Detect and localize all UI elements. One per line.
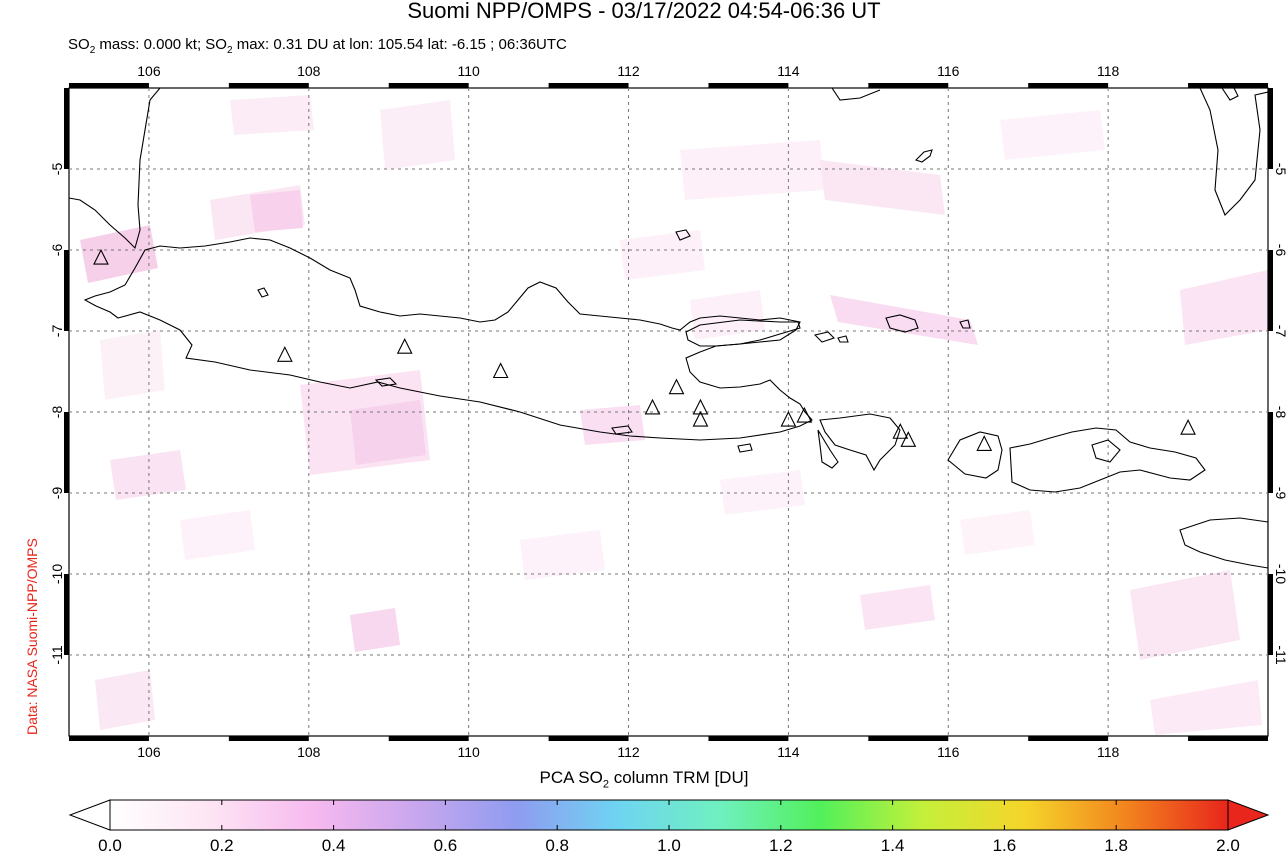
colorbar-tick-label: 0.8 <box>545 836 570 855</box>
coastlines <box>69 88 1268 569</box>
frame-band <box>868 83 949 88</box>
lon-label-top: 118 <box>1097 63 1120 79</box>
frame-band <box>1028 83 1109 88</box>
volcano-marker <box>780 410 797 427</box>
lon-label-bottom: 110 <box>458 744 481 760</box>
lat-label-right: -10 <box>1273 564 1288 584</box>
map-subtitle: SO2 mass: 0.000 kt; SO2 max: 0.31 DU at … <box>68 36 567 56</box>
frame-band <box>69 83 149 88</box>
lon-label-bottom: 108 <box>297 744 321 760</box>
volcano-marker <box>976 435 993 451</box>
coast-borneo <box>831 88 881 101</box>
frame-band <box>228 83 309 88</box>
colorbar-tick-label: 0.6 <box>433 836 458 855</box>
volcano-marker <box>396 337 413 354</box>
frame-band <box>228 736 309 741</box>
colorbar-over-arrow <box>1227 799 1270 831</box>
volcano-marker <box>492 362 509 379</box>
coast-lombok <box>947 431 1003 479</box>
coast-bali <box>819 413 901 472</box>
frame-band <box>64 412 69 493</box>
colorbar-tick-label: 1.0 <box>657 836 681 855</box>
coast-sumbawa <box>1009 427 1206 493</box>
colorbar-tick-label: 1.8 <box>1104 836 1129 855</box>
lat-label-left: -7 <box>49 325 65 338</box>
frame-band <box>1268 412 1273 493</box>
lon-label-top: 116 <box>937 63 960 79</box>
lat-label-left: -11 <box>49 645 65 664</box>
volcano-marker <box>276 346 293 362</box>
frame-band <box>1188 736 1268 741</box>
lat-label-left: -9 <box>49 487 65 500</box>
colorbar-tick-label: 1.6 <box>992 836 1017 855</box>
frame-band <box>1268 250 1273 331</box>
lat-label-right: -5 <box>1273 163 1288 176</box>
lat-label-right: -9 <box>1273 487 1288 500</box>
lon-label-bottom: 112 <box>617 744 640 760</box>
graticule <box>64 83 1273 741</box>
frame-band <box>388 736 469 741</box>
coast-sumba <box>1179 517 1268 569</box>
lon-label-bottom: 114 <box>777 744 800 760</box>
volcano-marker <box>900 431 917 447</box>
colorbar-title: PCA SO2 column TRM [DU] <box>539 768 749 791</box>
frame-band <box>708 736 789 741</box>
volcano-marker <box>668 378 685 395</box>
colorbar-under-arrow <box>68 799 111 831</box>
frame-band <box>868 736 949 741</box>
colorbar-tick-label: 0.0 <box>98 836 122 855</box>
coast-sumatra <box>69 88 161 250</box>
map-frame <box>68 87 1269 737</box>
lon-label-top: 112 <box>617 63 640 79</box>
frame-band <box>548 83 629 88</box>
volcano-marker <box>93 248 109 265</box>
lon-label-bottom: 106 <box>137 744 161 760</box>
lon-label-top: 106 <box>137 63 161 79</box>
frame-band <box>1268 574 1273 655</box>
lat-label-left: -5 <box>49 163 65 176</box>
lat-label-right: -8 <box>1273 406 1288 419</box>
lat-label-left: -6 <box>49 244 65 257</box>
colorbar-tick-label: 2.0 <box>1216 836 1240 855</box>
frame-band <box>388 83 469 88</box>
colorbar-tick-label: 0.4 <box>321 836 346 855</box>
volcano-marker <box>892 423 909 439</box>
lon-label-bottom: 118 <box>1097 744 1120 760</box>
volcano-markers <box>93 248 1196 451</box>
coast-java <box>83 237 813 441</box>
lat-label-right: -6 <box>1273 244 1288 257</box>
lon-label-top: 114 <box>777 63 800 79</box>
coast-madura <box>685 319 801 347</box>
so2-pixel-layer <box>80 95 1268 735</box>
volcano-marker <box>692 410 709 427</box>
frame-band <box>64 88 69 169</box>
frame-band <box>1188 83 1268 88</box>
frame-band <box>1028 736 1109 741</box>
lat-label-right: -11 <box>1273 645 1288 664</box>
frame-band <box>64 574 69 655</box>
lat-label-left: -10 <box>49 564 65 584</box>
volcano-marker <box>644 398 661 415</box>
frame-band <box>64 250 69 331</box>
volcano-marker <box>1180 418 1196 435</box>
colorbar <box>68 799 1270 831</box>
frame-band <box>548 736 629 741</box>
colorbar-tick-label: 1.4 <box>880 836 905 855</box>
volcano-marker <box>692 398 709 415</box>
frame-band <box>1268 88 1273 169</box>
lat-label-right: -7 <box>1273 325 1288 338</box>
lat-label-left: -8 <box>49 406 65 419</box>
axis-labels: 106 106 108 108 110 110 112 112 114 114 116 116 118 1… <box>49 63 1288 760</box>
map-title: Suomi NPP/OMPS - 03/17/2022 04:54-06:36 … <box>407 0 881 23</box>
volcano-marker <box>796 406 813 423</box>
colorbar-tick-label: 1.2 <box>768 836 793 855</box>
frame-band <box>69 736 149 741</box>
lon-label-bottom: 116 <box>937 744 960 760</box>
lon-label-top: 108 <box>297 63 321 79</box>
colorbar-tick-label: 0.2 <box>209 836 234 855</box>
frame-band <box>708 83 789 88</box>
lon-label-top: 110 <box>458 63 481 79</box>
